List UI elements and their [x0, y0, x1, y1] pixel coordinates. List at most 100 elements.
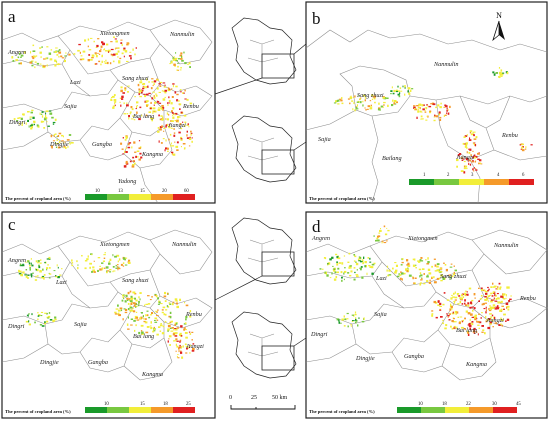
cropland-pixel [94, 52, 97, 54]
cropland-pixel [154, 321, 158, 323]
cropland-pixel [148, 92, 151, 94]
cropland-pixel [335, 253, 338, 256]
cropland-pixel [99, 268, 102, 271]
cropland-pixel [478, 300, 480, 302]
cropland-pixel [32, 44, 35, 47]
cropland-pixel [426, 115, 428, 117]
cropland-pixel [163, 313, 165, 316]
cropland-pixel [394, 262, 397, 264]
cropland-pixel [484, 302, 487, 304]
cropland-pixel [433, 276, 435, 279]
cropland-pixel [132, 291, 136, 294]
cropland-pixel [390, 90, 393, 92]
cropland-pixel [110, 53, 113, 56]
cropland-pixel [470, 301, 473, 304]
cropland-pixel [365, 109, 367, 111]
cropland-pixel [142, 87, 145, 90]
cropland-pixel [478, 321, 482, 324]
cropland-pixel [125, 135, 127, 138]
cropland-pixel [393, 102, 396, 105]
legend-swatch [434, 179, 459, 185]
cropland-pixel [184, 124, 186, 127]
cropland-pixel [492, 299, 494, 301]
cropland-pixel [501, 305, 504, 307]
cropland-pixel [123, 47, 126, 50]
cropland-pixel [118, 267, 121, 270]
cropland-pixel [462, 142, 465, 145]
cropland-pixel [147, 314, 149, 317]
cropland-pixel [126, 323, 129, 326]
cropland-pixel [182, 92, 184, 94]
cropland-pixel [128, 115, 130, 118]
cropland-pixel [397, 90, 400, 92]
cropland-pixel [37, 260, 40, 262]
cropland-pixel [485, 320, 488, 323]
cropland-pixel [438, 270, 441, 273]
cropland-pixel [157, 297, 159, 300]
place-label: Bai lang [133, 113, 154, 120]
panel-d-cropland [319, 225, 512, 336]
cropland-pixel [64, 141, 66, 143]
legend-tick: 6 [522, 173, 525, 178]
cropland-pixel [153, 104, 155, 106]
cropland-pixel [456, 326, 458, 329]
cropland-pixel [359, 256, 362, 259]
panel-d-legend: The percent of cropland area (%) 10 18 2… [309, 402, 521, 414]
cropland-pixel [171, 120, 174, 122]
cropland-pixel [419, 275, 421, 278]
cropland-pixel [101, 41, 104, 44]
cropland-pixel [408, 269, 410, 272]
cropland-pixel [343, 315, 345, 318]
cropland-pixel [52, 123, 55, 125]
cropland-pixel [109, 62, 112, 65]
cropland-pixel [188, 346, 190, 349]
cropland-pixel [61, 57, 65, 59]
cropland-pixel [161, 108, 163, 110]
cropland-pixel [456, 311, 459, 314]
cropland-pixel [420, 115, 423, 118]
cropland-pixel [55, 47, 58, 49]
cropland-pixel [141, 91, 143, 94]
cropland-pixel [25, 320, 29, 323]
cropland-pixel [484, 332, 486, 335]
cropland-pixel [468, 159, 472, 162]
cropland-pixel [354, 255, 357, 258]
cropland-pixel [153, 326, 155, 329]
legend-swatch [173, 407, 195, 413]
cropland-pixel [173, 134, 176, 137]
cropland-pixel [134, 151, 137, 153]
cropland-pixel [347, 318, 349, 320]
cropland-pixel [505, 320, 507, 322]
cropland-pixel [336, 261, 338, 264]
cropland-pixel [436, 269, 439, 272]
cropland-pixel [140, 330, 143, 332]
cropland-pixel [358, 317, 360, 319]
cropland-pixel [475, 155, 478, 158]
cropland-pixel [335, 275, 338, 279]
cropland-pixel [477, 320, 480, 323]
cropland-pixel [187, 63, 189, 65]
cropland-pixel [33, 55, 35, 57]
cropland-pixel [381, 242, 383, 244]
legend-swatch [484, 179, 509, 185]
cropland-pixel [352, 320, 355, 322]
cropland-pixel [101, 267, 104, 270]
cropland-pixel [120, 86, 123, 89]
cropland-pixel [421, 104, 424, 107]
cropland-pixel [165, 125, 167, 128]
cropland-pixel [153, 95, 155, 97]
cropland-pixel [343, 325, 346, 327]
cropland-pixel [122, 318, 124, 321]
cropland-pixel [341, 97, 343, 100]
cropland-pixel [23, 51, 26, 54]
cropland-pixel [136, 319, 140, 321]
panel-letter: c [8, 215, 16, 234]
cropland-pixel [39, 63, 42, 65]
cropland-pixel [355, 317, 357, 319]
panel-a-labels: Angren Xietongmen Nanmulin Lazi Sang zhu… [7, 30, 199, 185]
cropland-pixel [147, 295, 150, 297]
cropland-pixel [105, 59, 107, 62]
cropland-pixel [453, 326, 455, 329]
cropland-pixel [175, 343, 177, 346]
cropland-pixel [93, 260, 95, 262]
